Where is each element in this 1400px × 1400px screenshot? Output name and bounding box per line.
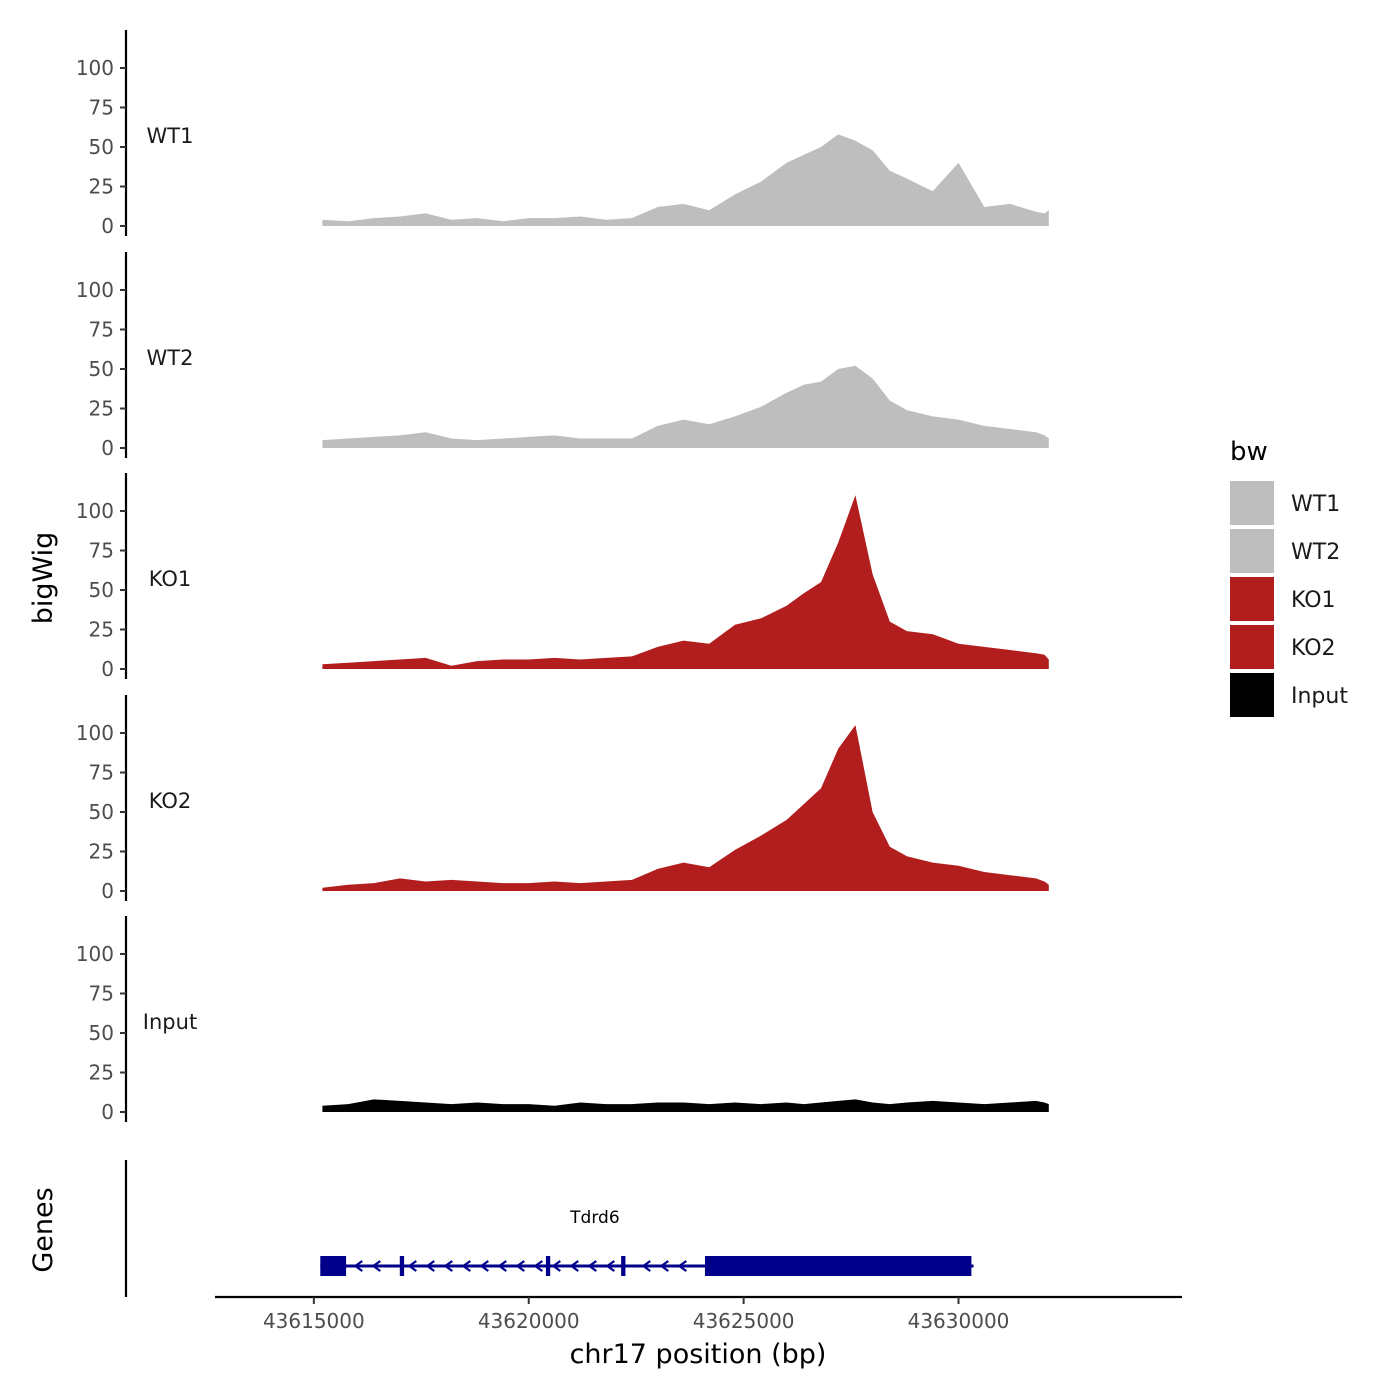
strand-arrow	[551, 1260, 561, 1272]
y-tick-label: 100	[76, 942, 114, 966]
track-label-input: Input	[143, 1010, 197, 1034]
track-label-wt2: WT2	[147, 346, 194, 370]
gene-exon	[545, 1256, 551, 1276]
legend: bw WT1 WT2 KO1 KO2 Input	[1230, 437, 1348, 717]
legend-swatch-ko1	[1230, 577, 1274, 621]
y-tick-label: 0	[101, 657, 114, 681]
x-tick-label: 43615000	[263, 1309, 365, 1333]
strand-arrow	[497, 1260, 507, 1272]
legend-swatch-wt1	[1230, 481, 1274, 525]
track-wt1: 0 25 50 75 100 WT1	[76, 30, 1049, 238]
strand-arrow	[533, 1260, 543, 1272]
y-tick-label: 0	[101, 214, 114, 238]
legend-swatch-wt2	[1230, 529, 1274, 573]
strand-arrow	[515, 1260, 525, 1272]
strand-arrow	[569, 1260, 579, 1272]
track-ko2: 0 25 50 75 100 KO2	[76, 695, 1049, 903]
legend-swatch-input	[1230, 673, 1274, 717]
y-tick-label: 50	[89, 135, 114, 159]
y-tick-label: 75	[89, 761, 114, 785]
x-tick-label: 43630000	[908, 1309, 1010, 1333]
genes-axis-title: Genes	[28, 1187, 59, 1272]
legend-label-input: Input	[1291, 684, 1348, 709]
strand-arrow	[659, 1260, 669, 1272]
coverage-area-input	[322, 1099, 1049, 1112]
track-input: 0 25 50 75 100 Input	[76, 916, 1049, 1124]
gene-label: Tdrd6	[569, 1208, 619, 1228]
strand-arrow	[605, 1260, 615, 1272]
coverage-area-ko2	[322, 725, 1049, 891]
legend-title: bw	[1230, 437, 1268, 467]
track-label-wt1: WT1	[147, 124, 194, 148]
y-tick-label: 100	[76, 56, 114, 80]
y-tick-label: 100	[76, 278, 114, 302]
y-tick-label: 25	[89, 618, 114, 642]
track-label-ko1: KO1	[149, 567, 192, 591]
y-tick-label: 0	[101, 436, 114, 460]
gene-exon	[621, 1256, 626, 1276]
y-tick-label: 50	[89, 1021, 114, 1045]
x-axis: 43615000 43620000 43625000 43630000	[215, 1295, 1182, 1333]
y-tick-label: 0	[101, 1100, 114, 1124]
coverage-area-wt1	[322, 134, 1049, 226]
legend-label-ko1: KO1	[1291, 588, 1336, 613]
track-label-ko2: KO2	[149, 789, 192, 813]
legend-label-wt2: WT2	[1291, 540, 1340, 565]
y-tick-label: 25	[89, 175, 114, 199]
y-tick-label: 25	[89, 840, 114, 864]
coverage-area-ko1	[322, 495, 1049, 669]
strand-arrow	[407, 1260, 417, 1272]
strand-arrow	[443, 1260, 453, 1272]
genes-panel: Tdrd6	[124, 1160, 974, 1297]
y-tick-label: 50	[89, 578, 114, 602]
y-tick-label: 0	[101, 879, 114, 903]
track-ko1: 0 25 50 75 100 KO1	[76, 473, 1049, 681]
strand-arrow	[425, 1260, 435, 1272]
strand-arrow	[461, 1260, 471, 1272]
strand-arrow	[353, 1260, 363, 1272]
x-axis-title: chr17 position (bp)	[570, 1339, 827, 1370]
y-tick-label: 25	[89, 1061, 114, 1085]
gene-tdrd6: Tdrd6	[320, 1208, 974, 1276]
gene-exon	[704, 1256, 972, 1276]
y-axis-title: bigWig	[28, 532, 59, 625]
strand-arrow	[641, 1260, 651, 1272]
y-tick-label: 75	[89, 539, 114, 563]
y-tick-label: 100	[76, 721, 114, 745]
y-tick-label: 50	[89, 800, 114, 824]
x-tick-label: 43620000	[478, 1309, 580, 1333]
strand-arrow	[587, 1260, 597, 1272]
y-tick-label: 50	[89, 357, 114, 381]
x-tick-label: 43625000	[693, 1309, 795, 1333]
legend-label-wt1: WT1	[1291, 492, 1340, 517]
y-tick-label: 100	[76, 499, 114, 523]
gene-exon	[320, 1256, 347, 1276]
coverage-area-wt2	[322, 365, 1049, 448]
legend-swatch-ko2	[1230, 625, 1274, 669]
coverage-tracks: 0255075100WT10255075100WT20255075100KO10…	[76, 30, 1049, 1124]
y-tick-label: 75	[89, 318, 114, 342]
legend-label-ko2: KO2	[1291, 636, 1336, 661]
gene-exon	[399, 1256, 405, 1276]
y-tick-label: 75	[89, 96, 114, 120]
strand-arrow	[677, 1260, 687, 1272]
strand-arrow	[479, 1260, 489, 1272]
y-tick-label: 25	[89, 397, 114, 421]
track-wt2: 0 25 50 75 100 WT2	[76, 252, 1049, 460]
strand-arrow	[371, 1260, 381, 1272]
y-tick-label: 75	[89, 982, 114, 1006]
